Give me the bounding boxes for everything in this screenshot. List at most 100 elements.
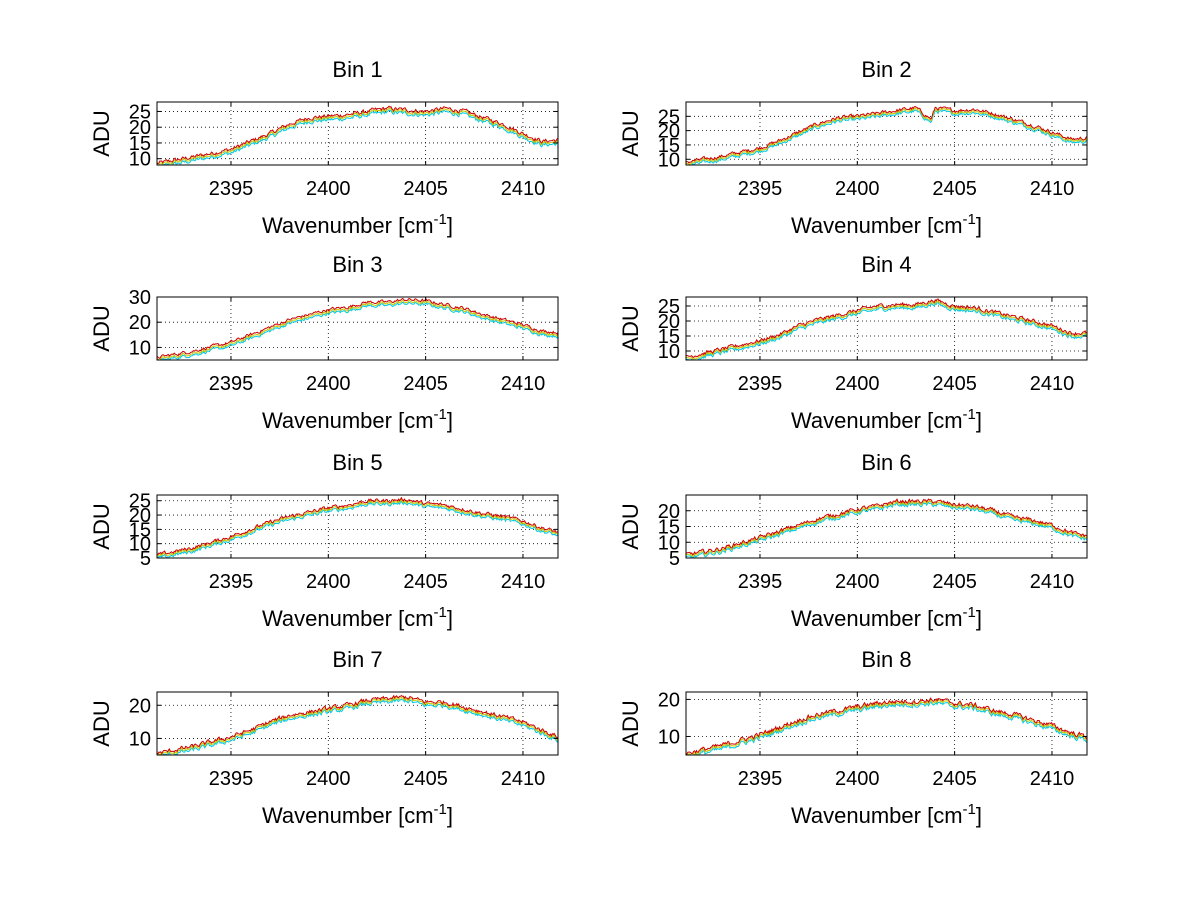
y-axis-label: ADU (89, 110, 114, 156)
x-tick-label: 2400 (306, 373, 351, 395)
x-tick-label: 2410 (501, 178, 546, 200)
x-tick-label: 2410 (501, 768, 546, 790)
series-cyan (686, 109, 1087, 165)
x-tick-label: 2395 (738, 571, 783, 593)
x-tick-label: 2405 (932, 373, 977, 395)
x-axis-label-main: Wavenumber [cm (262, 213, 434, 238)
x-tick-label: 2395 (209, 571, 254, 593)
y-axis-label: ADU (618, 503, 643, 549)
x-axis-label-superscript: -1 (434, 604, 447, 621)
y-tick-label: 15 (658, 326, 680, 348)
axes-box (156, 691, 559, 756)
y-tick-label: 20 (658, 689, 680, 711)
x-axis-label-main: Wavenumber [cm (262, 408, 434, 433)
series-red (157, 694, 558, 755)
y-axis-label: ADU (618, 700, 643, 746)
panel-title: Bin 4 (861, 252, 911, 277)
series-red (686, 697, 1087, 755)
x-axis-label-superscript: -1 (963, 406, 976, 423)
series-yellow (686, 699, 1087, 755)
series-yellow (686, 107, 1087, 165)
x-tick-label: 2395 (209, 768, 254, 790)
x-tick-label: 2395 (209, 178, 254, 200)
x-tick-label: 2410 (1030, 571, 1075, 593)
y-tick-label: 20 (129, 312, 151, 334)
panel-title: Bin 3 (332, 252, 382, 277)
y-tick-label: 20 (129, 505, 151, 527)
series-cyan (686, 301, 1087, 360)
x-axis-label: Wavenumber [cm-1] (791, 604, 982, 631)
x-tick-label: 2395 (209, 373, 254, 395)
panel-title: Bin 2 (861, 57, 911, 82)
x-tick-label: 2395 (738, 178, 783, 200)
x-axis-label-superscript: -1 (434, 406, 447, 423)
y-tick-label: 15 (658, 135, 680, 157)
series-yellow (686, 499, 1087, 558)
y-tick-label: 10 (129, 149, 151, 171)
y-tick-label: 25 (658, 296, 680, 318)
x-axis-label-main: Wavenumber [cm (791, 213, 963, 238)
y-tick-label: 20 (658, 121, 680, 143)
x-axis-label-suffix: ] (976, 606, 982, 631)
panel-title: Bin 7 (332, 647, 382, 672)
x-tick-label: 2395 (738, 768, 783, 790)
x-axis-label-suffix: ] (447, 213, 453, 238)
x-tick-label: 2405 (403, 768, 448, 790)
series-cyan (693, 700, 1087, 755)
x-axis-label-superscript: -1 (434, 211, 447, 228)
axes-box (685, 691, 1088, 756)
x-tick-label: 2400 (835, 178, 880, 200)
x-axis-label-superscript: -1 (963, 801, 976, 818)
axes-box (685, 101, 1088, 166)
x-axis-label: Wavenumber [cm-1] (262, 406, 453, 433)
x-tick-label: 2400 (306, 571, 351, 593)
series-yellow (157, 107, 558, 165)
x-axis-label-suffix: ] (447, 408, 453, 433)
x-tick-label: 2400 (835, 373, 880, 395)
axes-box (156, 101, 559, 166)
x-tick-label: 2400 (306, 768, 351, 790)
axes-box (156, 296, 559, 361)
series-yellow (686, 300, 1087, 360)
x-axis-label-superscript: -1 (963, 211, 976, 228)
y-tick-label: 30 (129, 287, 151, 309)
subplot-bin-8: 2395 2400 2405 2410 10 20 Bin 8 ADU Wavenumber [… (618, 647, 1088, 828)
y-tick-label: 25 (129, 101, 151, 123)
x-axis-label-main: Wavenumber [cm (791, 408, 963, 433)
y-tick-label: 5 (140, 548, 151, 570)
series-red (157, 496, 558, 555)
x-tick-label: 2405 (403, 178, 448, 200)
y-tick-label: 20 (129, 117, 151, 139)
x-axis-label-suffix: ] (976, 408, 982, 433)
panel-title: Bin 5 (332, 450, 382, 475)
x-axis-label-main: Wavenumber [cm (791, 606, 963, 631)
series-cyan (157, 301, 558, 360)
x-tick-label: 2405 (932, 571, 977, 593)
y-axis-label: ADU (618, 110, 643, 156)
x-axis-label-superscript: -1 (434, 801, 447, 818)
x-tick-label: 2410 (501, 373, 546, 395)
x-axis-label: Wavenumber [cm-1] (791, 211, 982, 238)
y-tick-label: 5 (669, 548, 680, 570)
panel-title: Bin 6 (861, 450, 911, 475)
y-tick-label: 15 (129, 519, 151, 541)
x-axis-label: Wavenumber [cm-1] (791, 801, 982, 828)
subplot-bin-3: 2395 2400 2405 2410 10 20 30 Bin 3 ADU Wavenumber… (89, 252, 559, 433)
y-tick-label: 20 (658, 501, 680, 523)
series-yellow (157, 299, 558, 360)
series-cyan (686, 501, 1087, 558)
series-cyan (158, 698, 558, 755)
x-axis-label-main: Wavenumber [cm (262, 606, 434, 631)
x-axis-label: Wavenumber [cm-1] (262, 211, 453, 238)
x-tick-label: 2405 (932, 768, 977, 790)
series-yellow (157, 498, 558, 557)
series-red (157, 105, 558, 165)
